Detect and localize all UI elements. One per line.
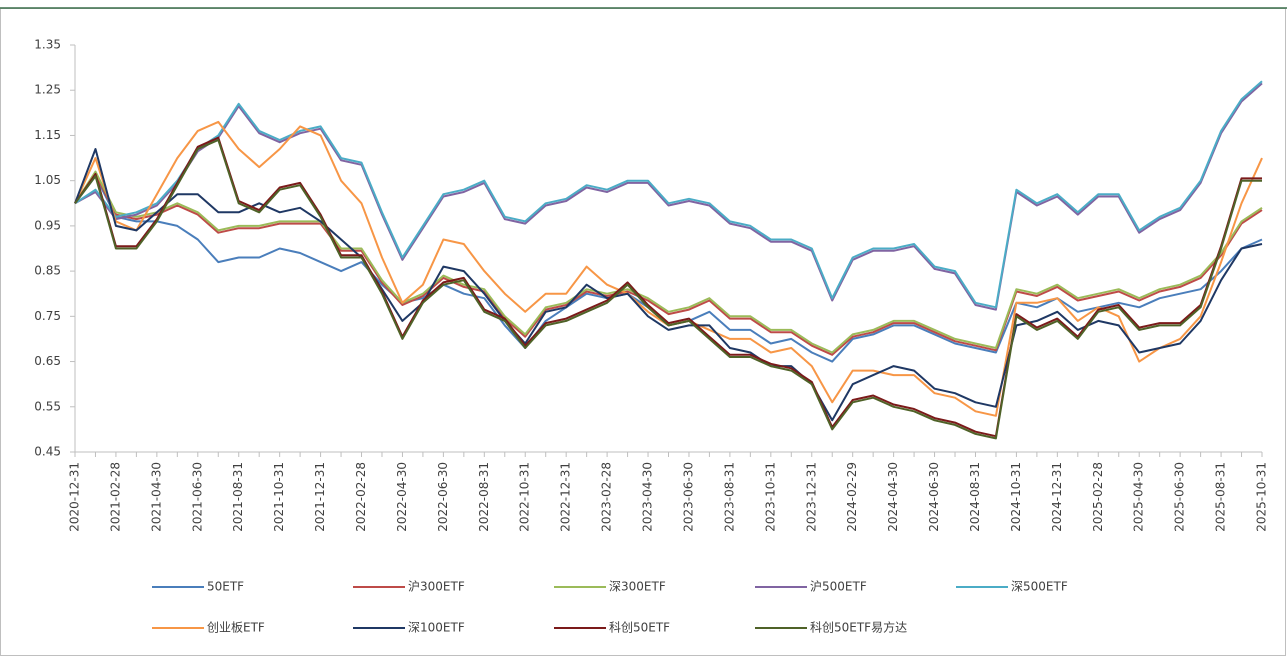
series-line <box>74 139 1262 440</box>
y-tick-label: 0.65 <box>34 354 61 368</box>
x-tick-label: 2023-04-30 <box>641 462 655 532</box>
x-tick-label: 2025-04-30 <box>1132 462 1146 532</box>
legend-label: 深500ETF <box>1011 580 1068 594</box>
y-tick-label: 0.75 <box>34 309 61 323</box>
x-tick-label: 2023-06-30 <box>681 462 695 532</box>
legend-label: 创业板ETF <box>207 621 265 635</box>
legend-label: 深300ETF <box>609 580 666 594</box>
legend-label: 沪500ETF <box>810 580 867 594</box>
x-tick-label: 2024-06-30 <box>927 462 941 532</box>
x-tick-label: 2025-02-28 <box>1091 462 1105 532</box>
legend-label: 科创50ETF <box>609 621 670 635</box>
x-tick-label: 2024-04-30 <box>886 462 900 532</box>
x-tick-label: 2022-08-31 <box>477 462 491 532</box>
x-tick-label: 2022-10-31 <box>518 462 532 532</box>
series-line <box>74 82 1263 311</box>
y-tick-label: 1.05 <box>34 173 61 187</box>
x-tick-label: 2021-12-31 <box>313 462 327 532</box>
legend-label: 科创50ETF易方达 <box>810 620 907 635</box>
x-tick-label: 2025-08-31 <box>1214 462 1228 532</box>
x-tick-label: 2021-02-28 <box>108 462 122 532</box>
x-tick-label: 2023-02-28 <box>600 462 614 532</box>
legend-label: 50ETF <box>207 580 244 594</box>
series-line <box>74 136 1262 438</box>
y-tick-label: 0.95 <box>34 218 61 232</box>
x-tick-label: 2022-02-28 <box>354 462 368 532</box>
y-tick-label: 1.25 <box>34 83 61 97</box>
x-tick-label: 2022-06-30 <box>436 462 450 532</box>
x-tick-label: 2025-06-30 <box>1173 462 1187 532</box>
x-tick-label: 2023-08-31 <box>722 462 736 532</box>
y-tick-label: 0.45 <box>34 445 61 459</box>
x-tick-label: 2021-06-30 <box>190 462 204 532</box>
y-tick-label: 0.55 <box>34 399 61 413</box>
y-tick-label: 0.85 <box>34 264 61 278</box>
chart-frame <box>0 8 1286 656</box>
x-tick-label: 2022-04-30 <box>395 462 409 532</box>
x-tick-label: 2023-12-31 <box>804 462 818 532</box>
legend-label: 深100ETF <box>408 621 465 635</box>
x-tick-label: 2024-12-31 <box>1050 462 1064 532</box>
series-line <box>74 170 1263 354</box>
y-tick-label: 1.35 <box>34 38 61 52</box>
x-tick-label: 2025-10-31 <box>1255 462 1269 532</box>
y-tick-label: 1.15 <box>34 128 61 142</box>
series-line <box>74 172 1263 356</box>
x-tick-label: 2022-12-31 <box>559 462 573 532</box>
x-tick-label: 2024-02-29 <box>845 462 859 532</box>
x-tick-label: 2020-12-31 <box>68 462 82 532</box>
x-tick-label: 2023-10-31 <box>763 462 777 532</box>
x-tick-label: 2024-10-31 <box>1009 462 1023 532</box>
series-line <box>74 148 1263 422</box>
legend-label: 沪300ETF <box>408 580 465 594</box>
x-tick-label: 2021-04-30 <box>149 462 163 532</box>
x-tick-label: 2021-10-31 <box>272 462 286 532</box>
x-tick-label: 2024-08-31 <box>968 462 982 532</box>
x-tick-label: 2021-08-31 <box>231 462 245 532</box>
series-line <box>74 80 1263 309</box>
